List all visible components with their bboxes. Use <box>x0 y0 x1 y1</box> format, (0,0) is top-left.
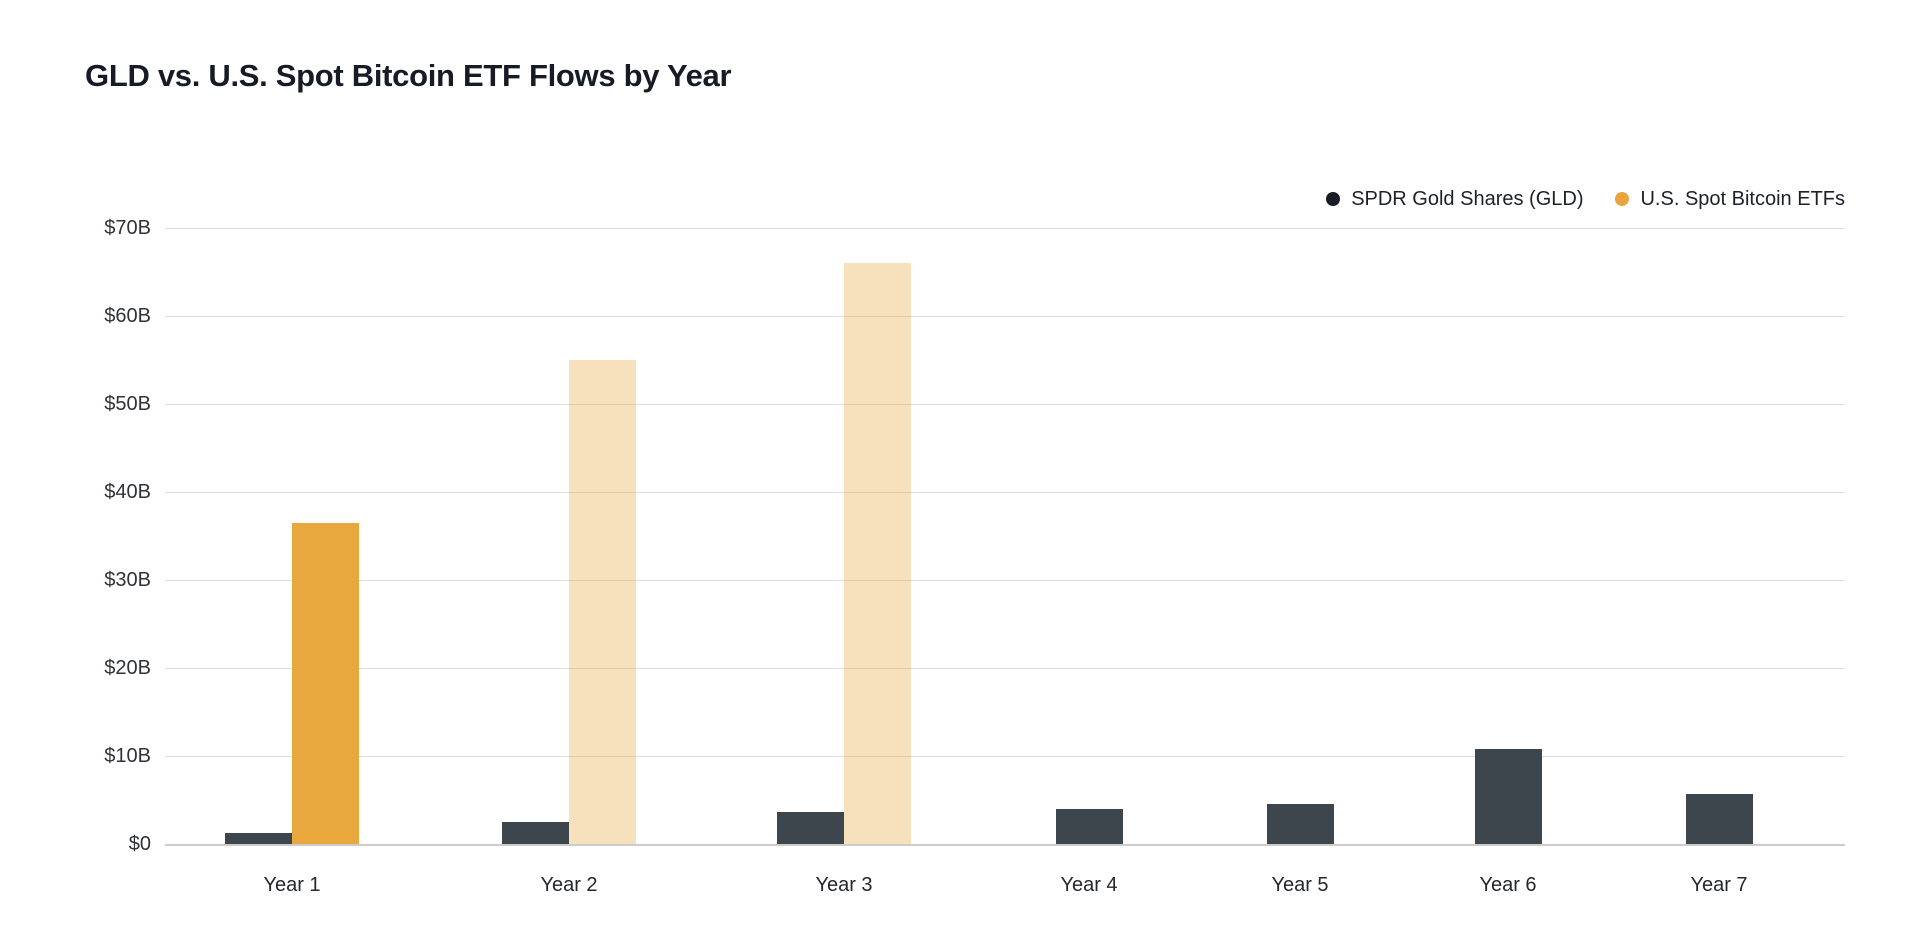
y-axis-tick-label: $70B <box>104 217 151 239</box>
gridline <box>165 580 1845 581</box>
plot-area: $0 $10B $20B $30B $40B $50B $60B $70B Year 1 Year… <box>104 217 1845 896</box>
gld-legend-circle-icon <box>1326 192 1341 206</box>
gridline <box>165 316 1845 317</box>
gridline <box>165 756 1845 757</box>
y-axis-tick-label: $40B <box>104 481 151 503</box>
x-axis-label-year-1: Year 1 <box>263 874 321 896</box>
bar-gld-year-2[interactable] <box>502 822 569 844</box>
gridline <box>165 492 1845 493</box>
x-axis-label-year-3: Year 3 <box>815 874 873 896</box>
gridline <box>165 668 1845 669</box>
y-axis-tick-label: $10B <box>104 745 151 767</box>
bar-gld-year-6[interactable] <box>1474 748 1542 844</box>
bar-btc-year-2[interactable] <box>569 360 636 844</box>
y-axis-tick-label: $50B <box>104 393 151 415</box>
bar-btc-year-3[interactable] <box>844 263 911 844</box>
chart-title: GLD vs. U.S. Spot Bitcoin ETF Flows by Y… <box>85 58 732 93</box>
x-axis-label-year-4: Year 4 <box>1060 874 1118 896</box>
bar-gld-year-5[interactable] <box>1266 804 1334 844</box>
x-axis-baseline <box>165 844 1845 846</box>
x-axis-label-year-7: Year 7 <box>1690 874 1748 896</box>
y-axis-tick-label: $0 <box>128 833 151 855</box>
btc-legend-circle-icon <box>1615 192 1630 206</box>
bar-gld-year-3[interactable] <box>777 812 844 844</box>
bar-gld-year-7[interactable] <box>1685 793 1753 844</box>
x-axis-label-year-6: Year 6 <box>1479 874 1537 896</box>
bar-btc-year-1[interactable] <box>292 522 359 844</box>
bar-gld-year-1[interactable] <box>225 832 292 844</box>
legend-label: SPDR Gold Shares (GLD) <box>1351 187 1584 210</box>
legend-label: U.S. Spot Bitcoin ETFs <box>1640 187 1845 210</box>
bar-gld-year-4[interactable] <box>1055 808 1123 844</box>
x-axis-label-year-2: Year 2 <box>540 874 598 896</box>
y-axis-tick-label: $60B <box>104 305 151 327</box>
gridline <box>165 404 1845 405</box>
legend-item-gld[interactable]: SPDR Gold Shares (GLD) <box>1326 188 1583 211</box>
y-axis-tick-label: $30B <box>104 569 151 591</box>
legend-item-btc[interactable]: U.S. Spot Bitcoin ETFs <box>1615 188 1845 211</box>
legend: SPDR Gold Shares (GLD) U.S. Spot Bitcoin … <box>1326 186 1845 212</box>
y-axis-tick-label: $20B <box>104 657 151 679</box>
x-axis-label-year-5: Year 5 <box>1271 874 1329 896</box>
gridline <box>165 228 1845 229</box>
